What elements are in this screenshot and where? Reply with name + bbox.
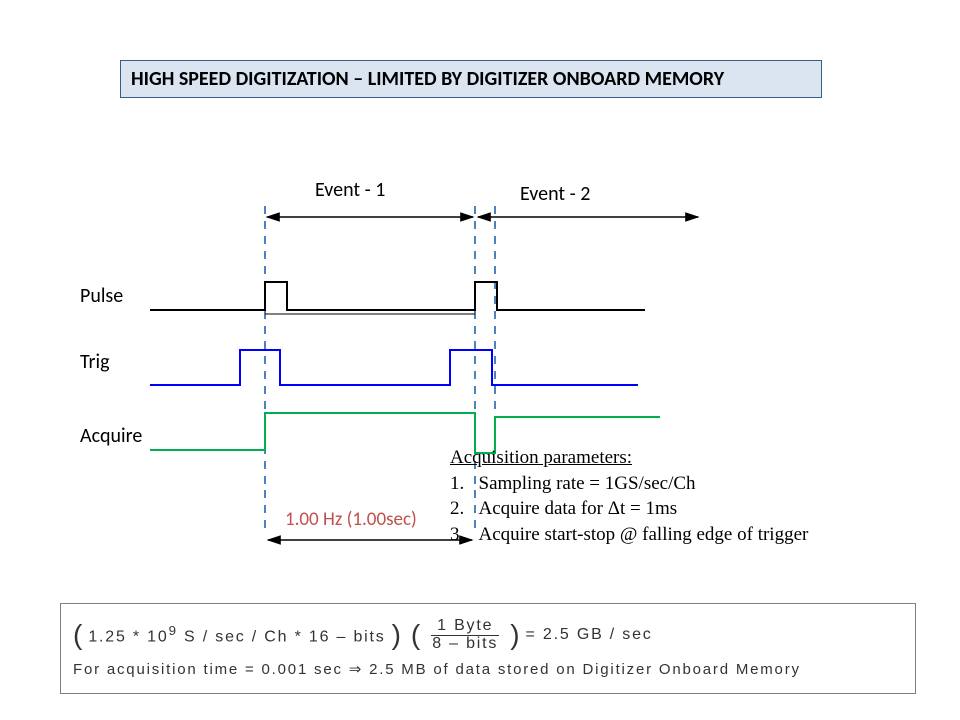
params-item-3: 3. Acquire start-stop @ falling edge of … xyxy=(450,522,808,548)
params-item-2: 2. Acquire data for Δt = 1ms xyxy=(450,496,808,522)
formula-line-2: For acquisition time = 0.001 sec ⇒ 2.5 M… xyxy=(73,659,903,682)
acquisition-parameters: Acquisition parameters: 1. Sampling rate… xyxy=(450,445,808,548)
formula-box: ( 1.25 * 109 S / sec / Ch * 16 – bits ) … xyxy=(60,603,916,694)
formula-line-1: ( 1.25 * 109 S / sec / Ch * 16 – bits ) … xyxy=(73,618,903,653)
page-title: HIGH SPEED DIGITIZATION – LIMITED BY DIG… xyxy=(120,60,822,98)
params-heading: Acquisition parameters: xyxy=(450,445,808,471)
params-item-1: 1. Sampling rate = 1GS/sec/Ch xyxy=(450,471,808,497)
